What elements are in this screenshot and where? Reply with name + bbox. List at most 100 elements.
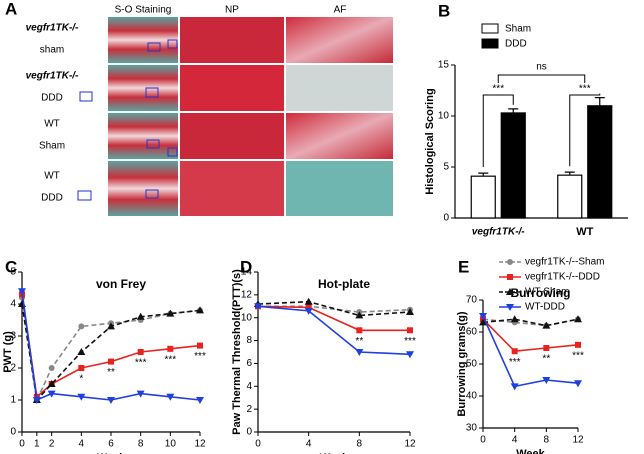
x-tick-label: 1 xyxy=(34,439,40,450)
marker xyxy=(47,380,56,387)
row-label: vegfr1TK-/- xyxy=(26,71,79,82)
line xyxy=(257,305,410,332)
column-label: NP xyxy=(225,5,239,16)
marker xyxy=(32,397,41,404)
x-tick-label: 8 xyxy=(357,439,363,450)
axes xyxy=(482,300,578,429)
axes xyxy=(257,272,410,433)
marker xyxy=(507,274,513,280)
y-tick-label: 12 xyxy=(241,289,253,300)
y-tick-label: 0 xyxy=(10,427,16,438)
marker xyxy=(196,306,204,314)
marker xyxy=(166,309,175,317)
marker xyxy=(196,397,204,404)
y-tick-label: 30 xyxy=(466,423,478,434)
y-axis-label: PWT (g) xyxy=(2,331,14,373)
bar xyxy=(470,175,496,219)
line xyxy=(257,300,411,317)
annotation: *** xyxy=(492,84,504,95)
x-tick-label: 0 xyxy=(19,439,25,450)
row-label: DDD xyxy=(41,193,63,204)
y-tick-label: 2 xyxy=(246,404,252,415)
marker xyxy=(254,303,262,311)
error-bar xyxy=(478,172,489,177)
y-tick-label: 60 xyxy=(466,327,478,338)
x-tick-label: 2 xyxy=(49,439,55,450)
marker xyxy=(406,308,414,315)
annotation: *** xyxy=(164,354,176,365)
row-label: WT xyxy=(44,119,60,130)
y-tick-label: 10 xyxy=(438,111,450,122)
column-label: AF xyxy=(334,5,347,16)
y-tick-label: 1 xyxy=(10,395,16,406)
marker xyxy=(18,288,26,296)
column-label: S-O Staining xyxy=(115,5,172,16)
marker xyxy=(506,288,514,295)
marker xyxy=(197,342,203,349)
line xyxy=(482,318,579,353)
bracket xyxy=(569,93,601,167)
bar xyxy=(500,112,526,219)
annotation: *** xyxy=(135,358,147,369)
annotation: *** xyxy=(579,84,591,95)
x-tick-label: 12 xyxy=(572,435,584,446)
x-tick-label: vegfr1TK-/- xyxy=(472,227,525,238)
marker xyxy=(510,383,519,391)
chart-title: von Frey xyxy=(96,277,146,291)
legend-label: Sham xyxy=(505,24,531,35)
x-tick-label: 12 xyxy=(194,439,206,450)
x-tick-label: 10 xyxy=(165,439,177,450)
y-tick-label: 4 xyxy=(246,381,252,392)
row-label: vegfr1TK-/- xyxy=(26,23,79,34)
marker xyxy=(137,349,144,355)
legend-label: vegfr1TK-/--DDD xyxy=(525,272,600,283)
marker xyxy=(304,307,313,315)
x-tick-label: WT xyxy=(576,226,593,238)
error-bar xyxy=(508,108,519,113)
annotation: ** xyxy=(542,354,550,365)
y-tick-label: 50 xyxy=(466,359,478,370)
y-axis-label: Paw Thermal Threshold(PTT)(s) xyxy=(231,269,243,435)
x-tick-label: 0 xyxy=(480,435,486,446)
marker xyxy=(407,327,413,334)
marker xyxy=(48,365,55,371)
x-tick-label: 12 xyxy=(404,439,416,450)
marker xyxy=(506,304,514,311)
row-label: Sham xyxy=(39,141,65,152)
marker xyxy=(479,313,487,320)
marker xyxy=(479,318,487,326)
x-axis-label: Week xyxy=(320,452,349,454)
y-axis-label: Histological Scoring xyxy=(424,88,436,194)
marker xyxy=(136,390,145,398)
marker xyxy=(77,393,86,401)
marker xyxy=(77,348,86,355)
y-tick-label: 15 xyxy=(438,60,450,71)
legend-swatch xyxy=(481,23,499,34)
marker xyxy=(136,312,145,320)
bracket xyxy=(482,94,514,168)
marker xyxy=(543,345,550,351)
error-bar xyxy=(594,97,605,106)
bar xyxy=(557,174,583,219)
marker xyxy=(78,323,85,330)
row-label: DDD xyxy=(41,93,63,104)
line xyxy=(257,305,411,356)
error-bar xyxy=(564,171,575,176)
y-tick-label: 70 xyxy=(466,295,478,306)
y-tick-label: 0 xyxy=(443,213,449,224)
marker xyxy=(574,315,582,323)
marker xyxy=(574,380,582,388)
marker xyxy=(356,327,363,334)
marker xyxy=(542,321,551,329)
chart-title: Burrowing xyxy=(511,286,571,300)
line xyxy=(482,315,579,388)
legend-label: WT-Sham xyxy=(525,287,569,298)
chart-title: Hot-plate xyxy=(318,277,370,291)
x-tick-label: 4 xyxy=(79,439,85,450)
marker xyxy=(355,349,364,356)
annotation: *** xyxy=(194,351,206,362)
marker xyxy=(575,341,581,348)
marker xyxy=(542,377,551,384)
y-tick-label: 14 xyxy=(241,267,253,278)
y-tick-label: 4 xyxy=(10,299,16,310)
